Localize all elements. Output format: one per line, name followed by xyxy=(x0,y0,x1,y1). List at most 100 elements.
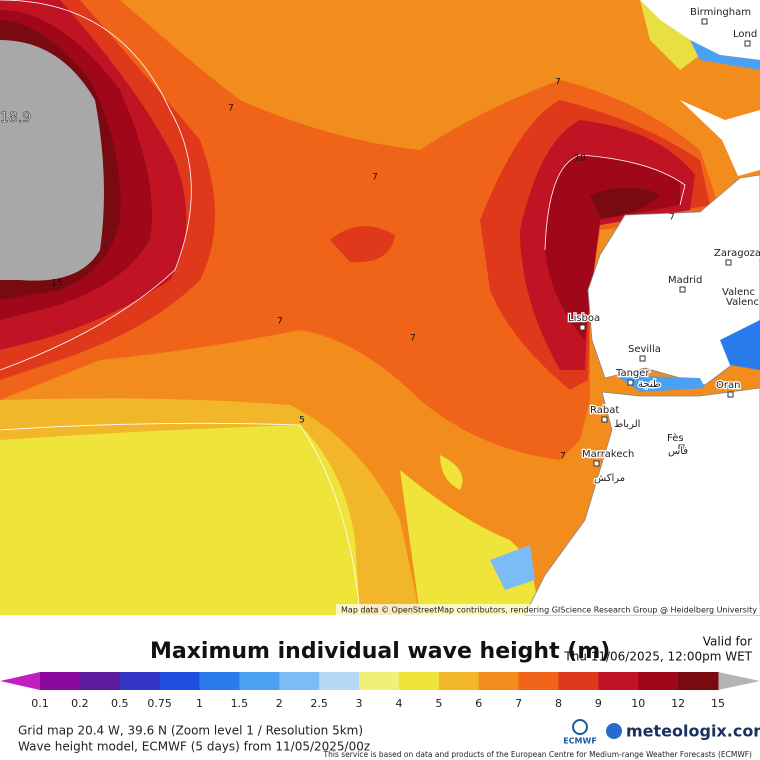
map xyxy=(0,0,760,616)
legend-tick-label: 12 xyxy=(671,697,685,710)
legend-tick-label: 1 xyxy=(196,697,203,710)
contour-label: 10 xyxy=(574,154,586,164)
city-label: Marrakech xyxy=(582,449,634,460)
coast-zone xyxy=(490,545,535,590)
land xyxy=(640,0,760,60)
city-marker xyxy=(593,460,600,467)
legend-tick-label: 3 xyxy=(356,697,363,710)
brand: meteologix.com xyxy=(626,722,760,741)
coast-zone xyxy=(640,0,700,70)
contour-label: 15 xyxy=(51,279,62,289)
legend-swatch xyxy=(478,672,520,690)
legend-swatch xyxy=(159,672,201,690)
city-label: فاس xyxy=(668,446,688,457)
coast-zone xyxy=(720,320,760,370)
legend-tick-label: 2 xyxy=(276,697,283,710)
city-label: Valenc xyxy=(726,297,759,308)
city-label: Zaragoza xyxy=(714,248,760,259)
legend-tick-label: 0.75 xyxy=(147,697,172,710)
city-label: Tanger xyxy=(615,368,650,379)
legend-tick-label: 8 xyxy=(555,697,562,710)
wave-zone xyxy=(0,40,104,281)
contour xyxy=(0,422,361,616)
legend-tick-label: 1.5 xyxy=(231,697,249,710)
legend-tick-label: 15 xyxy=(711,697,725,710)
city-marker xyxy=(725,259,732,266)
max-label: 18.9 xyxy=(0,110,31,126)
contour-label: 7 xyxy=(277,317,283,327)
legend-swatch xyxy=(398,672,440,690)
contour xyxy=(544,154,686,251)
city-label: طنجة xyxy=(638,379,661,390)
legend-swatch xyxy=(319,672,360,690)
legend-under xyxy=(0,672,40,690)
legend-swatch xyxy=(438,672,480,690)
city-label: Birmingham xyxy=(690,7,751,18)
legend-tick-label: 0.2 xyxy=(71,697,89,710)
wave-zone xyxy=(440,455,463,490)
legend-tick-label: 6 xyxy=(475,697,482,710)
contour-label: 7 xyxy=(228,104,234,114)
title: Maximum individual wave height (m) xyxy=(150,639,610,664)
legend-swatch xyxy=(638,672,679,690)
attribution-bg xyxy=(336,604,760,615)
city-label: Fès xyxy=(667,432,684,444)
model-info: Wave height model, ECMWF (5 days) from 1… xyxy=(18,740,370,754)
city-label: Madrid xyxy=(668,275,702,286)
contour-label: 7 xyxy=(410,334,416,344)
city-label: Valenc xyxy=(722,287,755,298)
wave-zone xyxy=(590,187,660,218)
ecmwf-logo xyxy=(572,719,588,735)
grid-info: Grid map 20.4 W, 39.6 N (Zoom level 1 / … xyxy=(18,724,363,738)
city-label: Lisboa xyxy=(568,313,600,324)
city-label: Lond xyxy=(733,29,757,40)
city-marker xyxy=(601,416,608,423)
city-marker xyxy=(733,298,740,305)
contour xyxy=(0,0,192,371)
legend-tick-label: 10 xyxy=(631,697,645,710)
legend-swatch xyxy=(79,672,121,690)
legend-tick-label: 7 xyxy=(515,697,522,710)
legend-tick-label: 0.5 xyxy=(111,697,129,710)
legend-tick-label: 9 xyxy=(595,697,602,710)
legend-swatch xyxy=(359,672,400,690)
legend-swatch xyxy=(558,672,599,690)
valid-time: Thu 11/06/2025, 12:00pm WET xyxy=(563,650,752,664)
legend-tick-label: 5 xyxy=(435,697,442,710)
land xyxy=(680,100,760,176)
city-marker xyxy=(701,18,708,25)
city-marker xyxy=(627,379,634,386)
city-marker xyxy=(744,40,751,47)
contour-label: 7 xyxy=(669,213,675,223)
contour-label: 7 xyxy=(555,78,561,88)
contour-label: 7 xyxy=(372,173,378,183)
city-marker xyxy=(579,324,586,331)
legend-swatch xyxy=(40,672,81,690)
coast-zone xyxy=(615,375,705,392)
city-label: Oran xyxy=(716,380,740,391)
disclaimer: This service is based on data and produc… xyxy=(323,750,753,759)
brand-logo xyxy=(606,723,622,739)
legend-tick-label: 4 xyxy=(395,697,402,710)
wave-zone xyxy=(330,226,395,263)
legend-swatch xyxy=(199,672,240,690)
legend-swatch xyxy=(279,672,320,690)
city-marker xyxy=(678,444,685,451)
legend-swatch xyxy=(239,672,280,690)
city-marker xyxy=(679,286,686,293)
legend-swatch xyxy=(678,672,719,690)
legend-tick-label: 2.5 xyxy=(310,697,328,710)
city-label: Rabat xyxy=(590,405,619,416)
coast-zone xyxy=(690,40,760,70)
legend-swatch xyxy=(598,672,639,690)
legend-tick-label: 0.1 xyxy=(31,697,49,710)
city-marker xyxy=(639,355,646,362)
wave-zone xyxy=(0,425,360,615)
attribution: Map data © OpenStreetMap contributors, r… xyxy=(341,606,757,615)
contour-label: 5 xyxy=(299,416,305,426)
city-label: مراكش xyxy=(594,473,625,484)
legend-swatch xyxy=(119,672,161,690)
city-label: Sevilla xyxy=(628,344,661,355)
valid-label: Valid for xyxy=(703,635,752,649)
